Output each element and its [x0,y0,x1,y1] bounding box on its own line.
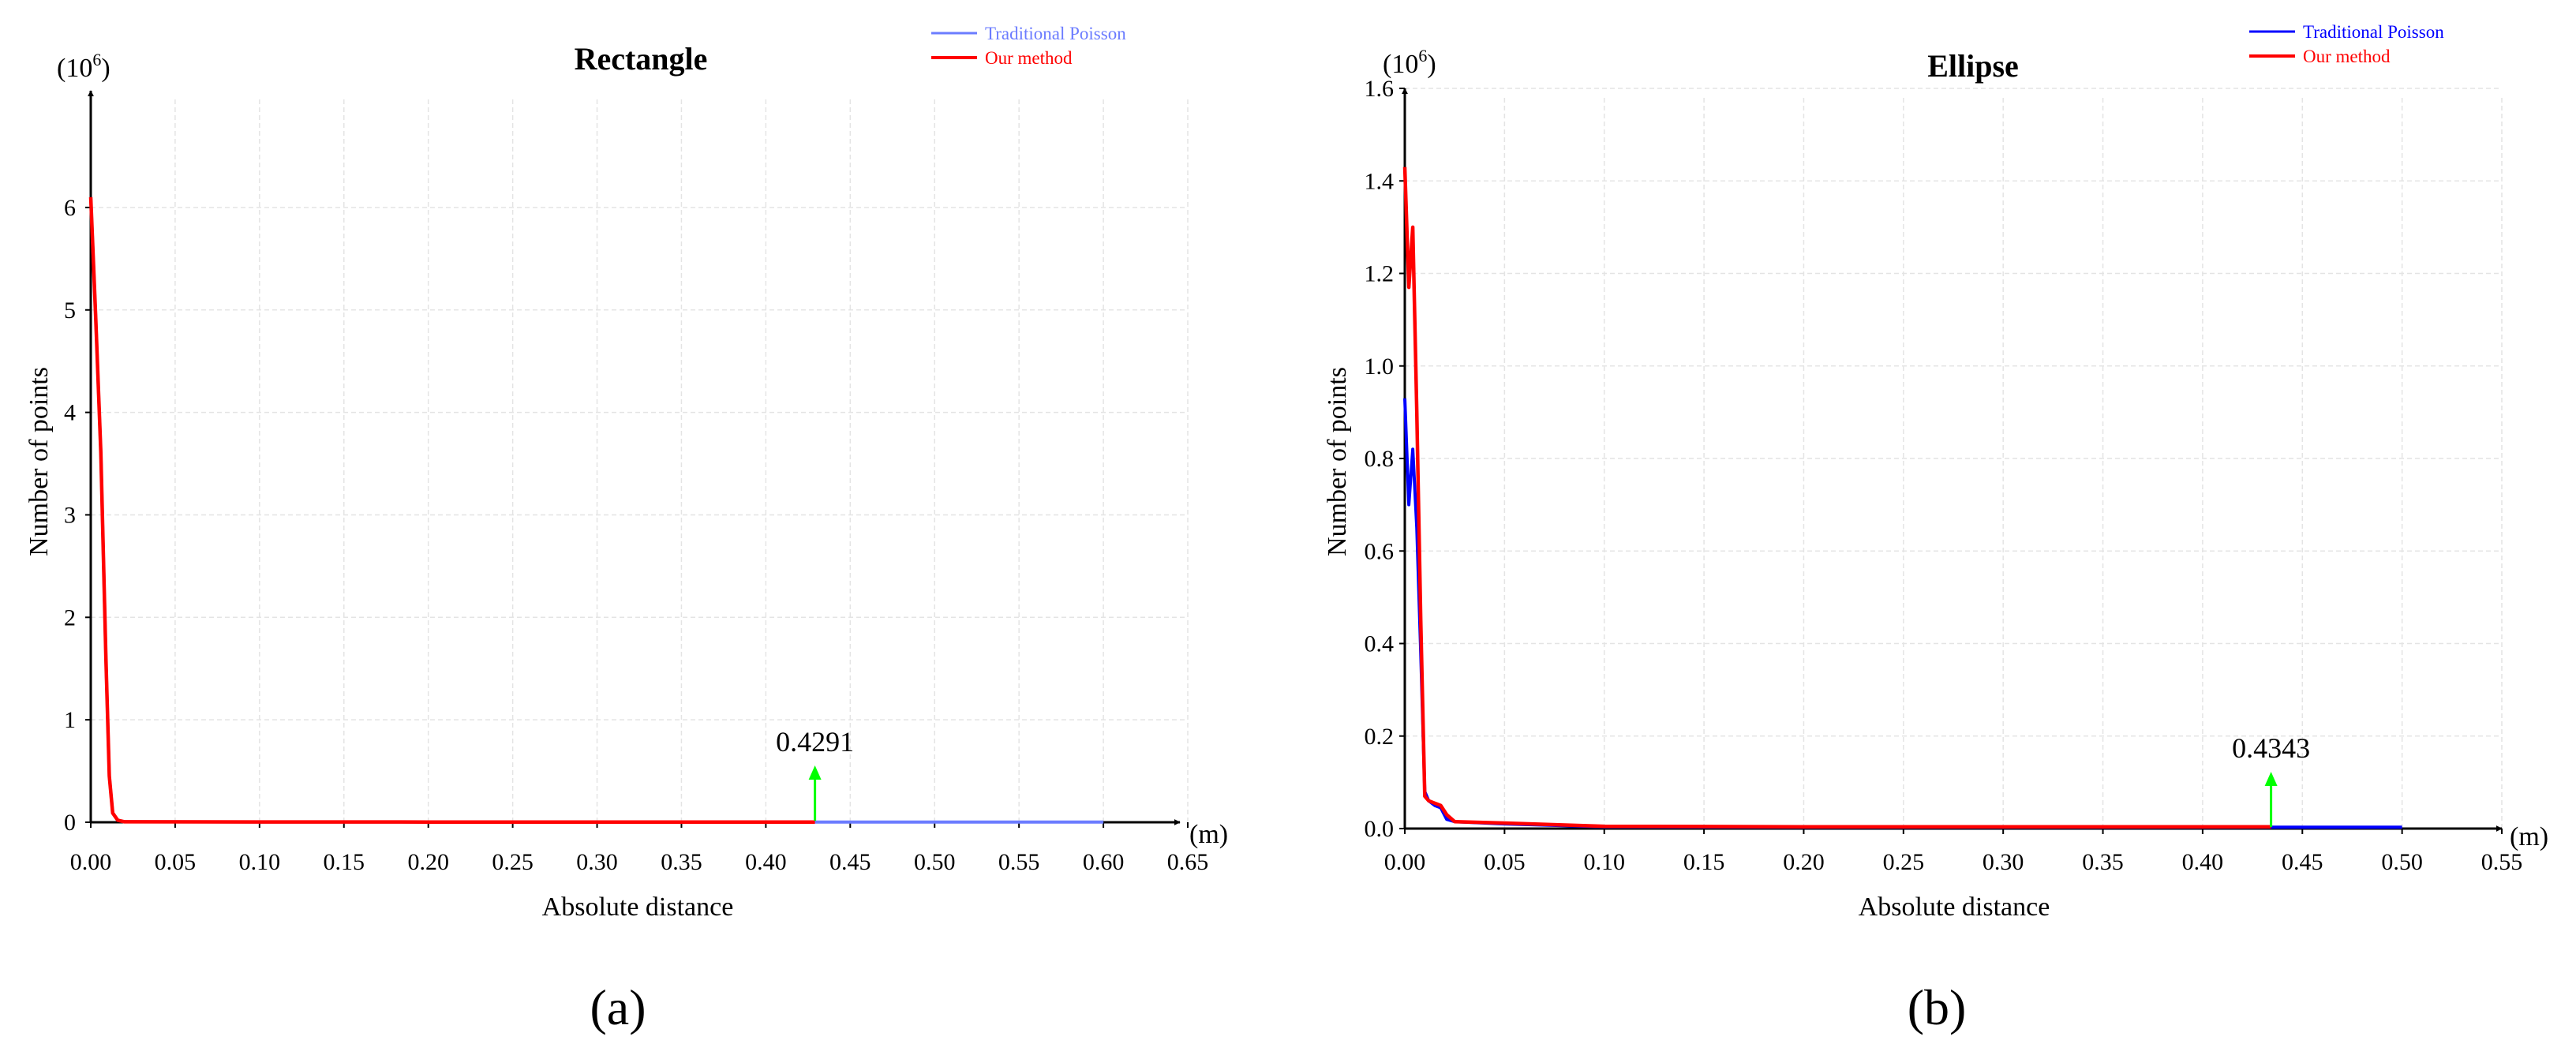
x-tick-label: 0.55 [998,849,1040,875]
chart-rectangle: 0.00 0.05 0.10 0.15 0.20 0.25 0.30 0.35 0.40 0.45… [24,24,1228,1035]
x-unit-label: (m) [1189,820,1228,849]
grid [1405,88,2503,829]
y-tick-label: 0.2 [1365,724,1395,750]
x-tick-label: 0.30 [1983,849,2024,875]
x-tick-label: 0.20 [407,849,449,875]
x-tick-label: 0.05 [155,849,197,875]
x-tick-label: 0.10 [239,849,281,875]
legend: Traditional Poisson Our method [931,24,1126,68]
chart-title: Ellipse [1927,48,2019,84]
panel-label: (a) [590,979,646,1035]
y-tick-label: 2 [64,604,76,631]
grid [91,97,1189,822]
legend: Traditional Poisson Our method [2249,22,2444,66]
y-tick-label: 1 [64,707,76,733]
x-tick-label: 0.60 [1083,849,1125,875]
legend-entry: Traditional Poisson [2303,22,2444,42]
annotation-value: 0.4343 [2232,732,2310,764]
chart-title: Rectangle [575,41,708,77]
y-tick-label: 6 [64,195,76,221]
x-tick-label: 0.65 [1167,849,1209,875]
x-tick-label: 0.20 [1783,849,1825,875]
y-tick-label: 5 [64,297,76,324]
x-tick-label: 0.40 [745,849,787,875]
x-tick-label: 0.10 [1583,849,1625,875]
y-tick-label: 1.0 [1365,354,1395,380]
annotation-value: 0.4291 [776,726,854,758]
y-unit-label: (106) [1383,46,1436,79]
y-tick-label: 0.8 [1365,446,1395,472]
y-tick-label: 3 [64,502,76,528]
y-tick-label: 1.2 [1365,261,1395,287]
x-tick-label: 0.25 [1883,849,1925,875]
x-tick-label: 0.35 [2082,849,2124,875]
y-unit-base: (10 [57,54,92,83]
x-tick-label: 0.45 [2282,849,2323,875]
x-axis-title: Absolute distance [542,892,734,922]
x-tick-label: 0.05 [1484,849,1526,875]
panel-label: (b) [1908,979,1967,1035]
x-axis-title: Absolute distance [1859,892,2050,922]
series-line-our-method [88,196,815,824]
annotation-arrow-head [2264,772,2278,786]
x-tick-label: 0.50 [2381,849,2423,875]
y-unit-close: ) [1427,50,1436,79]
y-axis-title: Number of points [1323,367,1352,556]
y-unit-close: ) [101,54,110,83]
x-tick-label: 0.15 [1683,849,1725,875]
x-tick-label: 0.55 [2481,849,2523,875]
x-tick-label: 0.00 [1384,849,1426,875]
y-tick-label: 0.0 [1365,816,1395,842]
annotation-arrow-head [808,765,822,780]
x-tick-label: 0.50 [914,849,956,875]
legend-entry: Traditional Poisson [985,24,1126,43]
y-unit-exponent: 6 [92,50,101,69]
x-tick-label: 0.30 [576,849,618,875]
legend-entry: Our method [2303,47,2391,66]
legend-entry: Our method [985,48,1073,68]
x-tick-label: 0.00 [70,849,112,875]
y-unit-exponent: 6 [1418,46,1427,65]
x-tick-label: 0.25 [492,849,534,875]
series-line-our-method [1402,167,2271,829]
x-unit-label: (m) [2510,822,2548,851]
chart-ellipse: 0.00 0.05 0.10 0.15 0.20 0.25 0.30 0.35 0.40 0.45… [1323,22,2548,1035]
y-tick-label: 1.6 [1365,76,1395,102]
y-tick-label: 0 [64,810,76,836]
x-tick-label: 0.40 [2182,849,2224,875]
y-tick-label: 1.4 [1365,168,1395,194]
y-tick-label: 0.4 [1365,631,1395,657]
y-unit-label: (106) [57,50,110,83]
x-tick-label: 0.15 [324,849,365,875]
y-axis-title: Number of points [24,367,54,556]
y-unit-base: (10 [1383,50,1418,79]
y-tick-label: 4 [64,400,76,426]
x-tick-label: 0.35 [661,849,702,875]
x-tick-label: 0.45 [829,849,871,875]
y-tick-label: 0.6 [1365,538,1395,564]
